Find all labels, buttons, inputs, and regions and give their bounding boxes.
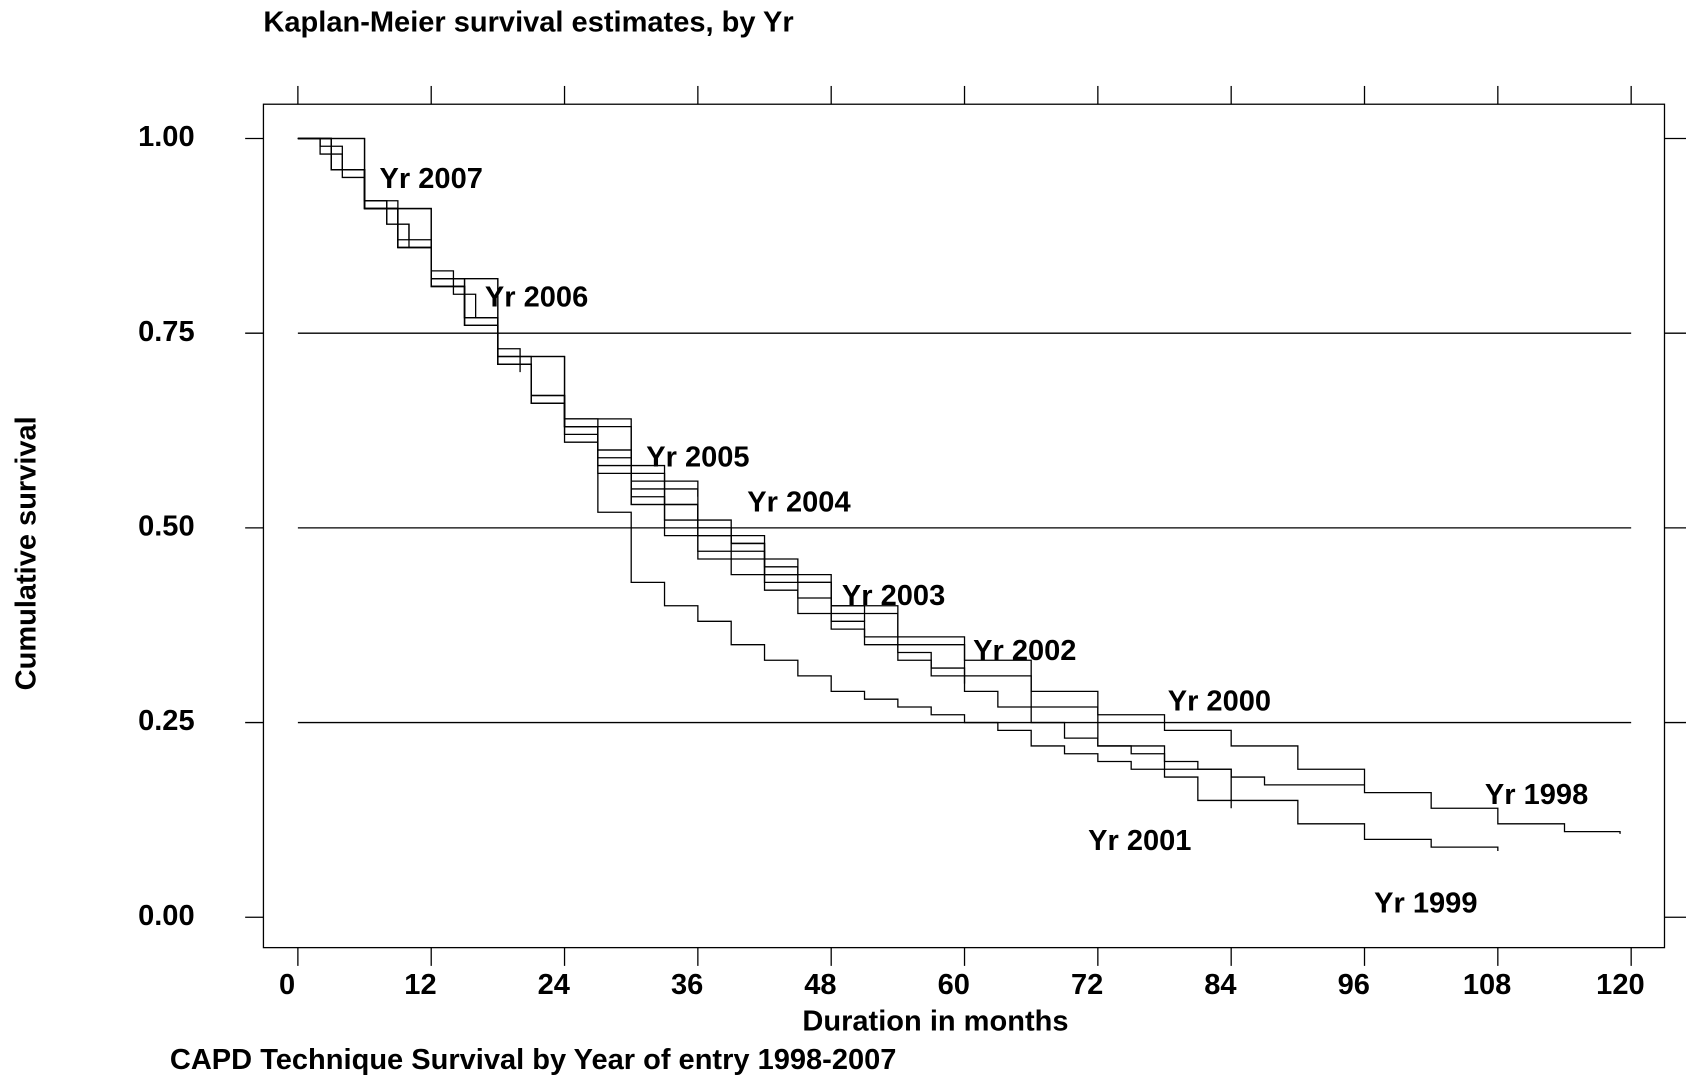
chart-title: Kaplan-Meier survival estimates, by Yr <box>263 6 793 38</box>
survival-curve <box>297 137 1365 786</box>
x-tick-label: 36 <box>671 969 703 1001</box>
curve-label: Yr 2002 <box>973 635 1076 667</box>
curve-label: Yr 1999 <box>1374 887 1477 919</box>
curve-label: Yr 2006 <box>485 281 588 313</box>
x-tick-label: 120 <box>1596 969 1644 1001</box>
curve-label: Yr 1998 <box>1485 779 1588 811</box>
x-tick-label: 108 <box>1463 969 1511 1001</box>
y-tick-label: 0.50 <box>138 511 195 543</box>
x-tick-label: 96 <box>1338 969 1370 1001</box>
survival-curve <box>297 137 866 622</box>
x-tick-label: 12 <box>404 969 436 1001</box>
survival-curve <box>297 137 1621 834</box>
x-tick-label: 24 <box>538 969 570 1001</box>
y-tick-label: 0.25 <box>138 705 195 737</box>
curve-label: Yr 2004 <box>747 487 850 519</box>
y-tick-label: 1.00 <box>138 121 195 153</box>
caption: CAPD Technique Survival by Year of entry… <box>170 1044 897 1076</box>
survival-curve <box>297 137 1232 809</box>
x-axis-label: Duration in months <box>802 1006 1068 1038</box>
x-tick-label: 60 <box>938 969 970 1001</box>
y-axis-label: Cumulative survival <box>11 416 43 690</box>
y-tick-label: 0.75 <box>138 316 195 348</box>
x-tick-label: 72 <box>1071 969 1103 1001</box>
curve-label: Yr 2001 <box>1088 825 1191 857</box>
survival-curve <box>297 137 1499 852</box>
curve-label: Yr 2007 <box>380 163 483 195</box>
x-tick-label: 84 <box>1204 969 1236 1001</box>
plot-frame <box>262 103 1666 949</box>
x-tick-label: 0 <box>279 969 295 1001</box>
curve-label: Yr 2000 <box>1168 685 1271 717</box>
curve-label: Yr 2003 <box>842 580 945 612</box>
curve-label: Yr 2005 <box>646 441 749 473</box>
x-tick-label: 48 <box>804 969 836 1001</box>
y-tick-label: 0.00 <box>138 900 195 932</box>
